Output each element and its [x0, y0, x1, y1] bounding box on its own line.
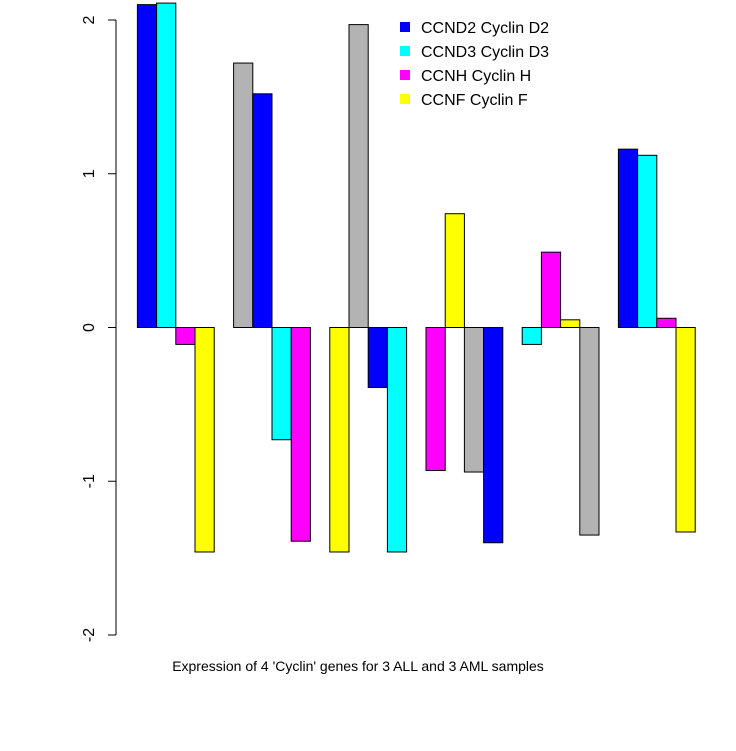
bar-group-5-bar-2 — [540, 251, 562, 328]
bar-group-2-bar-3 — [271, 327, 292, 441]
bar-group-3-bar-1 — [329, 327, 350, 553]
bar-group-3-bar-2 — [348, 24, 369, 329]
y-tick-label-1: -2 — [81, 628, 98, 642]
legend-label-1: CCND2 Cyclin D2 — [421, 20, 549, 37]
bar-group-6-bar-4 — [675, 327, 696, 533]
bar-group-1-bar-1 — [136, 4, 158, 329]
y-tick-label-5: 2 — [81, 15, 98, 24]
bar-group-5-bar-3 — [560, 319, 581, 328]
legend-label-4: CCNF Cyclin F — [421, 92, 528, 109]
bar-group-1-bar-3 — [175, 327, 196, 345]
bar-group-1-bar-4 — [194, 327, 215, 553]
legend-swatch-2 — [400, 46, 410, 56]
bar-group-3-bar-4 — [386, 327, 408, 553]
bars-layer — [136, 2, 696, 553]
bar-group-5-bar-4 — [579, 327, 600, 536]
bar-group-4-bar-3 — [463, 327, 485, 473]
legend: CCND2 Cyclin D2 CCND3 Cyclin D3 CCNH Cycli… — [400, 20, 549, 109]
bar-group-4-bar-4 — [483, 327, 504, 544]
y-tick-label-2: -1 — [81, 474, 98, 488]
legend-swatch-4 — [400, 94, 410, 104]
y-tick-label-4: 1 — [81, 169, 98, 178]
bar-group-6-bar-2 — [637, 154, 658, 328]
bar-group-6-bar-1 — [617, 148, 639, 328]
bar-group-3-bar-3 — [367, 327, 388, 388]
bar-group-2-bar-4 — [290, 327, 311, 542]
y-axis: -2 -1 0 1 2 — [81, 15, 117, 642]
legend-label-3: CCNH Cyclin H — [421, 68, 531, 85]
x-axis-caption: Expression of 4 'Cyclin' genes for 3 ALL… — [172, 658, 544, 674]
bar-group-6-bar-3 — [656, 317, 677, 328]
legend-swatch-1 — [400, 22, 410, 32]
legend-swatch-3 — [400, 70, 410, 80]
bar-group-1-bar-2 — [156, 2, 177, 329]
legend-label-2: CCND3 Cyclin D3 — [421, 44, 549, 61]
bar-group-2-bar-2 — [252, 93, 273, 328]
bar-group-2-bar-1 — [233, 62, 254, 329]
bar-group-4-bar-1 — [425, 327, 446, 471]
bar-group-4-bar-2 — [444, 213, 465, 328]
y-tick-label-3: 0 — [81, 323, 98, 332]
bar-group-5-bar-1 — [521, 327, 542, 345]
